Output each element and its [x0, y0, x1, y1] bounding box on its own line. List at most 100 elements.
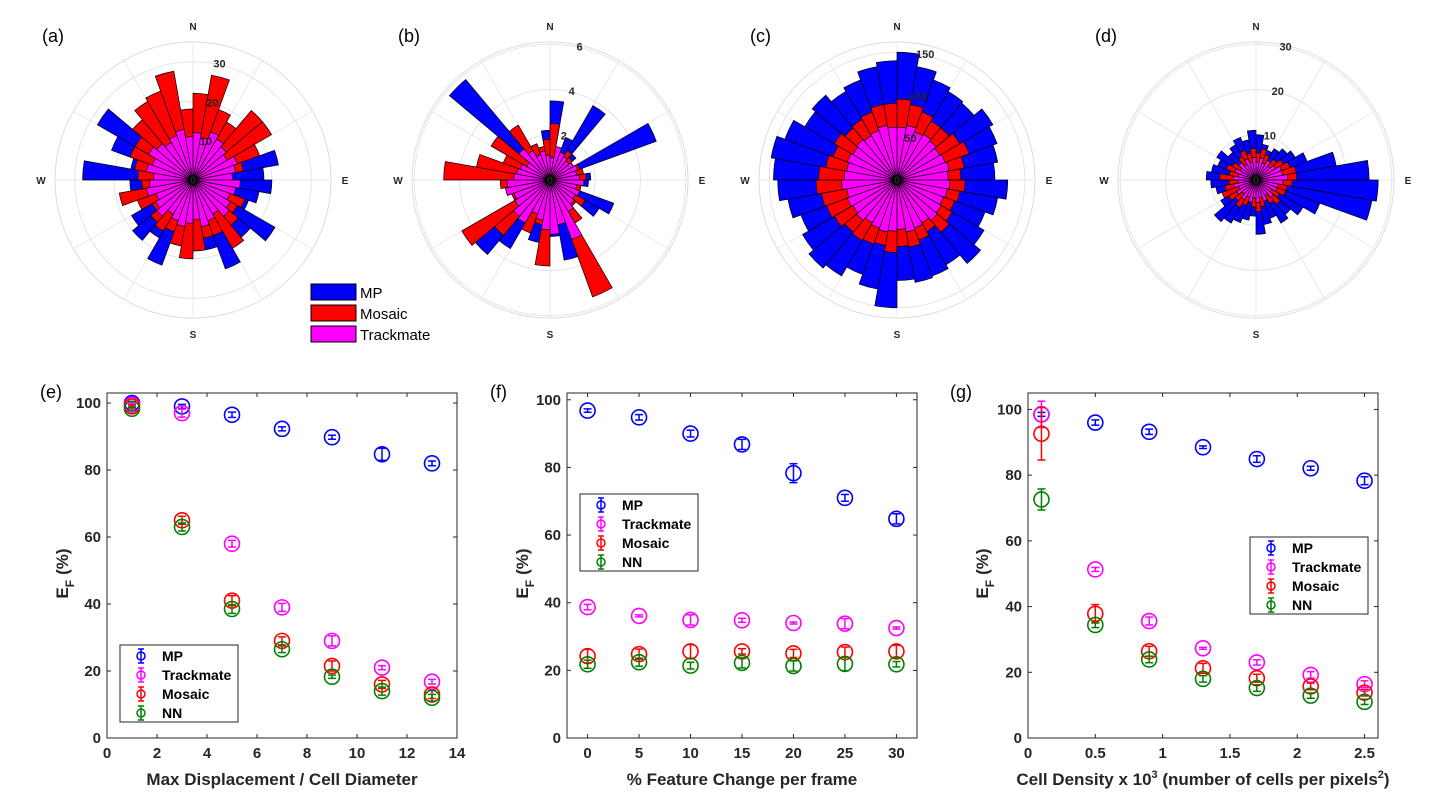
rose-plot-b: (b) 0 2 4 6 N E S W	[393, 22, 705, 341]
y-tick-label: 0	[553, 730, 561, 747]
rose-bar-trackmate	[896, 133, 932, 181]
y-tick-label: 20	[1005, 664, 1022, 681]
compass-label-e: E	[699, 176, 706, 187]
x-tick-label: 2.5	[1354, 745, 1375, 762]
rose-bar-trackmate	[518, 148, 551, 181]
rose-bar-trackmate	[856, 179, 898, 221]
rose-bar-trackmate	[846, 153, 898, 181]
panel-label: (f)	[490, 382, 507, 402]
rose-bar-trackmate	[1255, 179, 1268, 202]
rose-bar-trackmate	[1255, 174, 1289, 181]
compass-label-e: E	[1046, 176, 1053, 187]
legend-label: Mosaic	[360, 306, 408, 323]
scatter-plot-e: (e) 0 2 4 6 8 10 12 14 0 20 40 60 80 100 Max Displaceme…	[40, 382, 466, 789]
x-axis-label: Max Displacement / Cell Diameter	[146, 770, 418, 789]
rose-bar-trackmate	[192, 131, 220, 181]
x-axis-label: % Feature Change per frame	[627, 770, 858, 789]
rose-bar-trackmate	[877, 125, 898, 181]
legend-swatch-mosaic	[310, 304, 357, 322]
y-tick-label: 20	[84, 663, 101, 680]
legend-marker-icon	[136, 651, 146, 661]
rose-bar-trackmate	[514, 179, 551, 207]
legend-label: MP	[1292, 540, 1313, 556]
y-axis-label-main: E	[513, 587, 532, 598]
rose-bar-trackmate	[156, 143, 194, 181]
y-axis-label-unit: (%)	[973, 548, 992, 574]
x-tick-label: 25	[837, 745, 854, 762]
rose-bar-trackmate	[154, 179, 194, 209]
rose-bar-trackmate	[1240, 179, 1257, 201]
y-axis-label-unit: (%)	[53, 548, 72, 574]
rose-plot-a: (a) 0 10 20 30 N E S W	[36, 22, 348, 341]
data-point-mosaic	[1033, 425, 1050, 443]
compass-label-s: S	[547, 330, 554, 341]
x-axis-label-superscript: 3	[1152, 769, 1158, 781]
panel-label: (e)	[40, 382, 62, 402]
rose-bar-trackmate	[148, 146, 194, 181]
x-tick-label: 0.5	[1085, 745, 1106, 762]
data-point-trackmate	[579, 598, 596, 616]
r-tick-label: 10	[1264, 130, 1276, 142]
data-point-nn	[1356, 693, 1373, 711]
rose-bar-trackmate	[192, 138, 224, 181]
x-tick-label: 12	[399, 745, 416, 762]
data-point-trackmate	[1140, 612, 1158, 630]
legend-marker-icon	[596, 557, 606, 567]
data-point-mosaic	[888, 643, 905, 660]
data-point-nn	[1087, 616, 1104, 634]
legend-marker-icon	[136, 670, 146, 680]
data-point-trackmate	[223, 535, 241, 553]
rose-bar-trackmate	[549, 179, 583, 240]
y-axis-label-main: E	[53, 587, 72, 598]
y-tick-label: 0	[1014, 730, 1022, 747]
series-mp	[579, 402, 905, 528]
legend: MP Trackmate Mosaic NN	[579, 493, 699, 572]
legend-box	[579, 493, 699, 572]
rose-bar-trackmate	[887, 126, 898, 181]
compass-label-w: W	[1099, 176, 1109, 187]
r-tick-label: 0	[1253, 175, 1259, 187]
rose-bar-trackmate	[549, 164, 579, 181]
r-tick-label: 4	[569, 86, 576, 98]
data-point-mp	[785, 464, 802, 482]
data-point-nn	[888, 655, 905, 673]
data-point-nn	[423, 689, 441, 707]
y-axis-label: EF (%)	[973, 548, 997, 598]
data-point-mp	[373, 445, 391, 463]
panel-label: (a)	[42, 26, 64, 46]
rose-bar-trackmate	[192, 179, 210, 228]
x-tick-label: 15	[734, 745, 751, 762]
y-tick-label: 100	[997, 401, 1022, 418]
data-point-nn	[273, 640, 291, 658]
r-tick-label: 0	[547, 175, 553, 187]
data-point-nn	[173, 518, 191, 536]
x-tick-label: 0	[583, 745, 591, 762]
data-point-mosaic	[323, 657, 341, 675]
rose-bar-trackmate	[1255, 179, 1261, 203]
data-point-trackmate	[682, 611, 699, 629]
panel-label: (b)	[398, 26, 420, 46]
data-point-trackmate	[273, 599, 291, 616]
data-point-nn	[1248, 679, 1266, 697]
data-point-mp	[273, 420, 291, 438]
legend-marker-icon	[596, 538, 606, 548]
data-point-trackmate	[373, 659, 391, 676]
data-point-nn	[223, 600, 241, 618]
x-tick-label: 10	[349, 745, 366, 762]
polar-center	[188, 175, 198, 185]
legend-marker-icon	[1266, 562, 1276, 572]
data-point-mp	[1194, 438, 1212, 456]
r-tick-label: 20	[1272, 86, 1284, 98]
x-tick-label: 8	[303, 745, 311, 762]
y-tick-label: 100	[536, 392, 561, 409]
rose-bar-trackmate	[896, 161, 950, 181]
rose-bar-trackmate	[1255, 159, 1272, 181]
compass-label-s: S	[1253, 330, 1260, 341]
y-axis-label-unit: (%)	[513, 548, 532, 574]
rose-bar-trackmate	[527, 150, 551, 181]
x-axis-label-superscript: 2	[1378, 769, 1384, 781]
y-tick-label: 80	[1005, 467, 1022, 484]
x-tick-label: 30	[888, 745, 905, 762]
